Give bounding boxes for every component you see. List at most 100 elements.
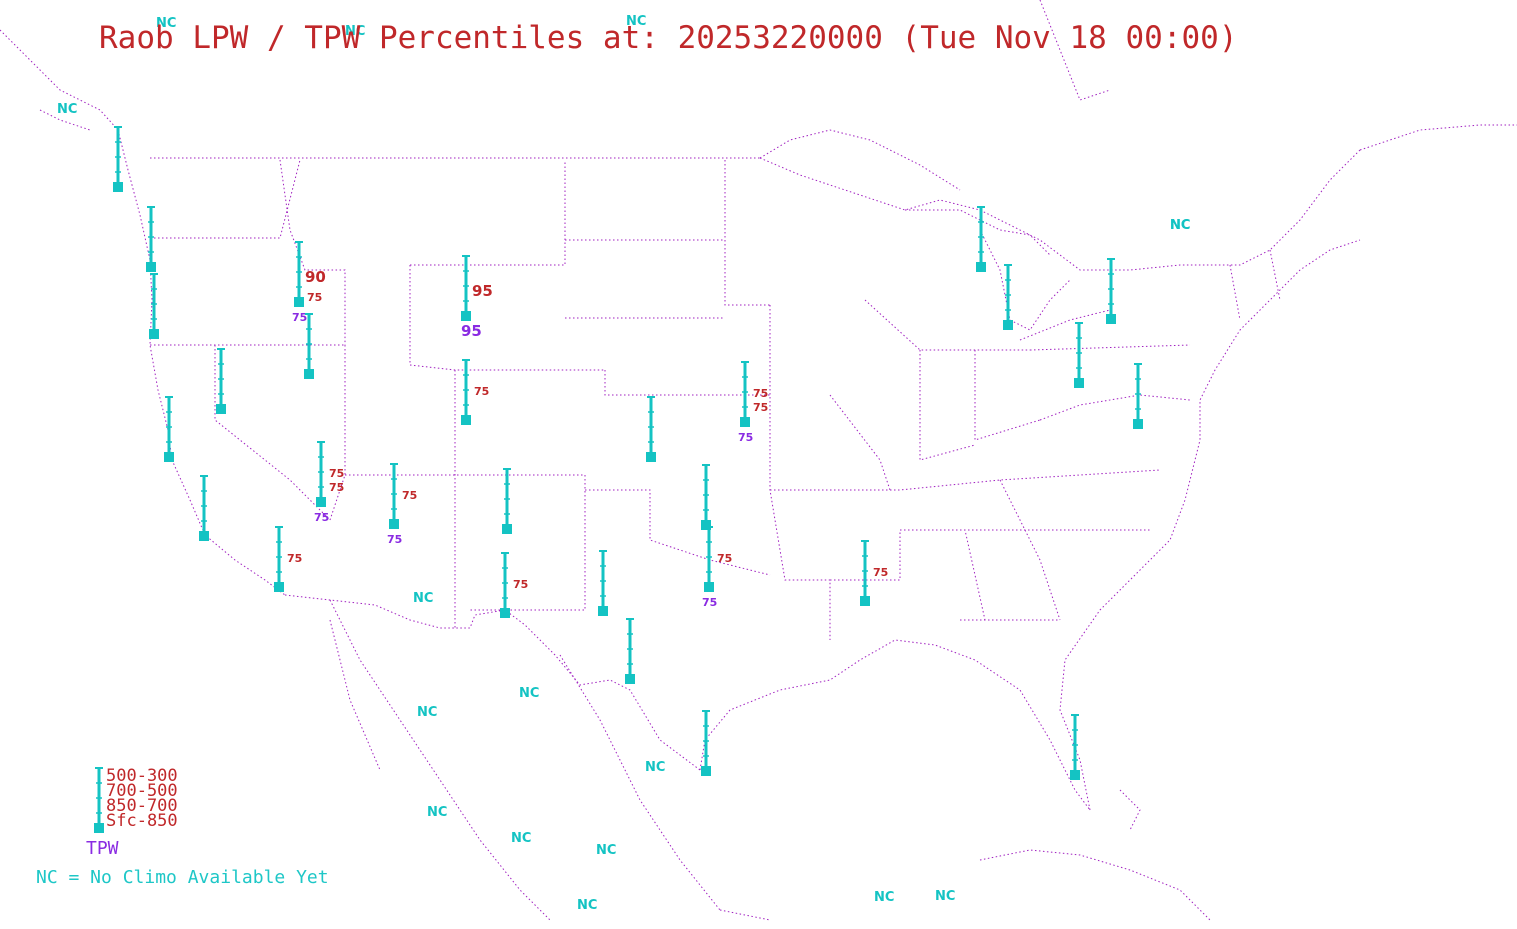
station-s21 [625,618,635,684]
layer-percentile-label: 75 [307,291,322,304]
station-s20: 75 75 [702,526,732,609]
station-marker [701,520,711,530]
layer-percentile-label: 75 [329,467,344,480]
legend-layer-500-300: 500-300 [106,766,178,786]
station-marker [1003,320,1013,330]
station-marker [500,608,510,618]
layer-percentile-label: 95 [472,282,493,300]
station-s25 [1003,264,1013,330]
station-marker [461,311,471,321]
station-marker [146,262,156,272]
nc-marker: NC [511,831,531,846]
nc-marker: NC [596,843,616,858]
station-s16: 75 [500,552,528,618]
station-marker [625,674,635,684]
nc-marker: NC [427,805,447,820]
station-s18 [646,396,656,462]
station-marker [149,329,159,339]
station-s3 [149,273,159,339]
station-marker [164,452,174,462]
layer-percentile-label: 75 [513,578,528,591]
station-s29 [1070,714,1080,780]
station-s17 [598,550,608,616]
map-title: Raob LPW / TPW Percentiles at: 202532200… [99,20,1238,56]
station-marker [1074,378,1084,388]
tpw-percentile-label: 75 [738,431,753,444]
station-s13: 75 75 [387,463,417,546]
station-s10 [199,475,209,541]
station-s19 [701,464,711,530]
nc-marker: NC [519,686,539,701]
layer-percentile-label: 75 [287,552,302,565]
station-s1 [113,126,123,192]
layer-percentile-label: 75 [753,401,768,414]
nc-marker: NC [57,102,77,117]
station-marker [646,452,656,462]
nc-marker: NC [345,24,365,39]
nc-marker: NC [417,705,437,720]
nc-marker: NC [413,591,433,606]
station-marker [389,519,399,529]
tpw-percentile-label: 75 [314,511,329,524]
tpw-percentile-label: 75 [292,311,307,324]
nc-marker: NC [577,898,597,913]
legend-layer-700-500: 700-500 [106,781,178,801]
station-marker [1133,419,1143,429]
nc-marker: NC [1170,218,1190,233]
layer-percentile-label: 75 [329,481,344,494]
tpw-percentile-label: 75 [702,596,717,609]
nc-marker: NC [874,890,894,905]
station-s2 [146,206,156,272]
station-marker [704,582,714,592]
station-marker [304,369,314,379]
nc-marker: NC [935,889,955,904]
station-s28 [1133,363,1143,429]
legend-nc-note: NC = No Climo Available Yet [36,867,329,888]
station-marker [216,404,226,414]
nc-marker: NC [645,760,665,775]
station-marker [502,524,512,534]
station-marker [294,297,304,307]
station-s8 [164,396,174,462]
nc-marker: NC [1170,218,1190,233]
legend-thermometer [94,767,104,833]
station-marker [976,262,986,272]
station-marker [740,417,750,427]
station-s24 [976,206,986,272]
station-marker [199,531,209,541]
tpw-percentile-label: 75 [387,533,402,546]
legend-tpw-label: TPW [86,838,119,859]
legend-layer-sfc-850: Sfc-850 [106,811,178,831]
station-s9: 75 [461,359,489,425]
nc-marker: NC [626,14,646,29]
station-s5 [304,313,314,379]
layer-percentile-label: 75 [402,489,417,502]
layer-percentile-label: 75 [873,566,888,579]
tpw-percentile-label: 95 [461,322,482,340]
station-marker [701,766,711,776]
station-marker [860,596,870,606]
station-marker [1070,770,1080,780]
legend-marker [94,823,104,833]
station-s15 [502,468,512,534]
layer-percentile-label: 75 [753,387,768,400]
nc-marker: NC [156,16,176,31]
station-s26 [1106,258,1116,324]
station-marker [598,606,608,616]
station-s23: 75 [860,540,888,606]
layer-percentile-label: 90 [305,268,326,286]
station-s6: 95 95 [461,255,493,340]
station-s7 [216,348,226,414]
station-s27 [1074,322,1084,388]
station-marker [461,415,471,425]
station-marker [1106,314,1116,324]
station-marker [113,182,123,192]
layer-percentile-label: 75 [717,552,732,565]
layer-percentile-label: 75 [474,385,489,398]
station-s14: 75 [274,526,302,592]
